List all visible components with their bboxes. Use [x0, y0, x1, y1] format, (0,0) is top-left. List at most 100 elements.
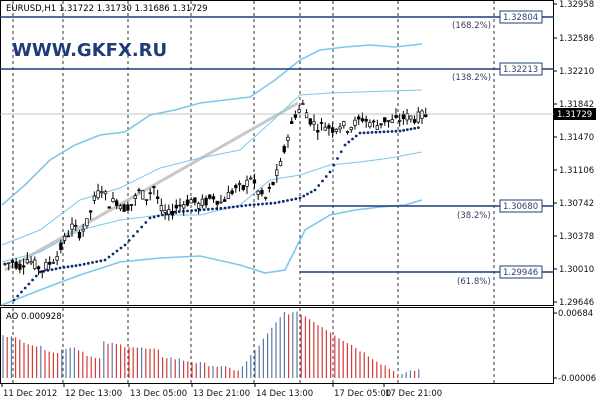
candle-body — [338, 126, 342, 130]
ma-dot — [294, 197, 298, 201]
ma-dot — [382, 130, 386, 134]
candle-body — [267, 187, 271, 189]
candle-body — [275, 169, 279, 176]
candle-body — [394, 115, 398, 118]
candle-body — [405, 113, 409, 121]
candle-body — [349, 127, 353, 131]
ma-dot — [219, 206, 223, 210]
ma-dot — [231, 205, 235, 209]
candle-body — [144, 198, 149, 201]
ma-dot — [227, 206, 231, 209]
ma-dot — [374, 130, 378, 134]
time-axis: 11 Dec 2012 12 Dec 13:00 13 Dec 05:00 13 De… — [1, 383, 442, 399]
candle-body — [420, 110, 424, 119]
current-price-label: 1.31729 — [557, 110, 592, 120]
candle-body — [48, 261, 52, 265]
candle-body — [167, 209, 171, 215]
ma-dot — [362, 131, 366, 135]
time-label: 14 Dec 13:00 — [256, 389, 313, 399]
ma-dot — [211, 207, 214, 211]
watermark: WWW.GKFX.RU — [12, 40, 167, 61]
candle-body — [215, 200, 219, 205]
ma-dot — [236, 205, 239, 208]
ao-histogram — [2, 311, 420, 378]
ma-dot — [31, 278, 34, 282]
current-price-box — [554, 108, 596, 120]
candle-body — [290, 121, 294, 124]
time-label: 13 Dec 21:00 — [193, 389, 250, 399]
fibo-price-box-382 — [499, 199, 543, 213]
candle-body — [148, 192, 152, 195]
ma-dot — [324, 175, 328, 178]
candle-body — [334, 128, 339, 132]
ma-dot — [99, 259, 103, 263]
candle-body — [44, 261, 48, 270]
candle-body — [141, 190, 145, 200]
candle-body — [245, 179, 249, 187]
candle-body — [319, 122, 324, 124]
candle-body — [256, 190, 260, 195]
ma-dot — [347, 140, 351, 144]
candle-body — [398, 119, 402, 122]
ma-dot — [269, 201, 273, 205]
candle-body — [62, 235, 67, 241]
candle-body — [368, 122, 372, 128]
ma-dot — [409, 127, 413, 131]
fibo-price-1382: 1.32213 — [503, 65, 538, 75]
ma-dot — [34, 274, 38, 278]
candle-body — [200, 198, 204, 206]
price-tick-label: 1.32958 — [559, 0, 594, 10]
candle-body — [282, 145, 286, 153]
ma-dot — [277, 200, 281, 204]
ma-dot — [370, 131, 374, 134]
ma-dot — [152, 215, 156, 219]
ma-dot — [354, 134, 358, 138]
candle-body — [51, 261, 56, 264]
ma-dot — [273, 201, 277, 205]
candle-body — [88, 210, 93, 213]
ma-dot — [23, 286, 27, 290]
price-tick-label: 1.32586 — [559, 34, 594, 44]
candle-body — [25, 259, 29, 264]
ma-dot — [386, 130, 390, 134]
price-tick-label: 1.32210 — [559, 67, 594, 77]
candle-body — [401, 113, 406, 120]
fibo-price-box-1382 — [499, 62, 543, 76]
fibo-price-382: 1.30680 — [503, 202, 538, 212]
ma-dot — [413, 126, 417, 130]
price-tick-label: 1.30378 — [559, 232, 594, 242]
ma-dot — [115, 249, 119, 253]
bb-upper-inner — [1, 89, 423, 246]
price-tick-label: 1.29646 — [559, 298, 594, 308]
candle-body — [196, 203, 201, 209]
ma-dot — [62, 266, 66, 269]
candle-body — [316, 130, 320, 133]
candle-body — [185, 199, 190, 206]
candle-body — [327, 125, 331, 129]
ma-dot — [286, 199, 289, 202]
ma-dot — [223, 206, 227, 210]
candle-body — [193, 197, 197, 203]
candle-body — [357, 116, 361, 120]
candle-body — [271, 181, 275, 185]
candle-body — [111, 198, 115, 203]
candle-body — [18, 263, 22, 270]
candle-body — [301, 103, 305, 105]
ma-dot — [366, 131, 370, 135]
price-axis: 1.32958 1.32586 1.32210 1.31842 1.31470 1.311… — [554, 0, 594, 308]
fibo-pct-382: (38.2%) — [457, 211, 491, 221]
candle-body — [21, 265, 26, 268]
fibo-price-1682: 1.32804 — [503, 13, 538, 23]
candle-body — [133, 195, 137, 200]
fibo-pct-618: (61.8%) — [457, 277, 491, 287]
ao-label: AO 0.000928 — [6, 312, 62, 322]
ma-dot — [156, 214, 160, 218]
ma-dot — [306, 192, 309, 196]
ma-dot — [321, 179, 324, 183]
candle-body — [129, 204, 134, 206]
candle-body — [330, 127, 335, 133]
price-tick-label: 1.30010 — [559, 265, 594, 275]
candlesticks — [3, 99, 428, 279]
ma-dot — [378, 130, 382, 134]
